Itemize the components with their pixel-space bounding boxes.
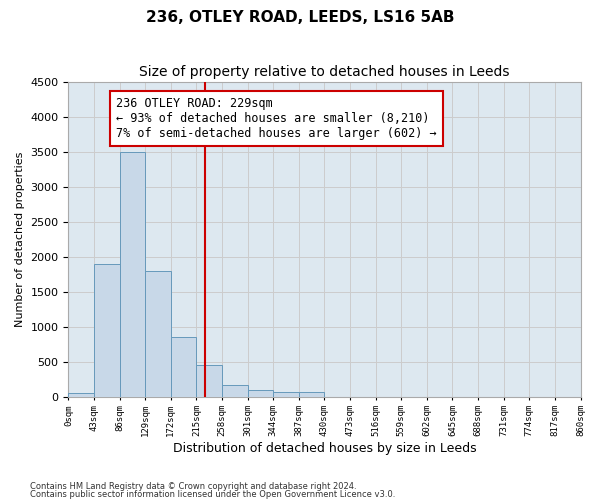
Bar [299,392,325,396]
Text: 236 OTLEY ROAD: 229sqm
← 93% of detached houses are smaller (8,210)
7% of semi-d: 236 OTLEY ROAD: 229sqm ← 93% of detached… [116,97,437,140]
Bar [119,152,145,396]
Text: Contains HM Land Registry data © Crown copyright and database right 2024.: Contains HM Land Registry data © Crown c… [30,482,356,491]
Text: 236, OTLEY ROAD, LEEDS, LS16 5AB: 236, OTLEY ROAD, LEEDS, LS16 5AB [146,10,454,25]
Bar [273,392,299,396]
Bar [248,390,273,396]
Text: Contains public sector information licensed under the Open Government Licence v3: Contains public sector information licen… [30,490,395,499]
Bar [196,365,222,396]
Y-axis label: Number of detached properties: Number of detached properties [15,152,25,326]
Title: Size of property relative to detached houses in Leeds: Size of property relative to detached ho… [139,65,510,79]
Bar [145,270,171,396]
X-axis label: Distribution of detached houses by size in Leeds: Distribution of detached houses by size … [173,442,476,455]
Bar [171,337,196,396]
Bar [94,264,119,396]
Bar [222,386,248,396]
Bar [68,393,94,396]
